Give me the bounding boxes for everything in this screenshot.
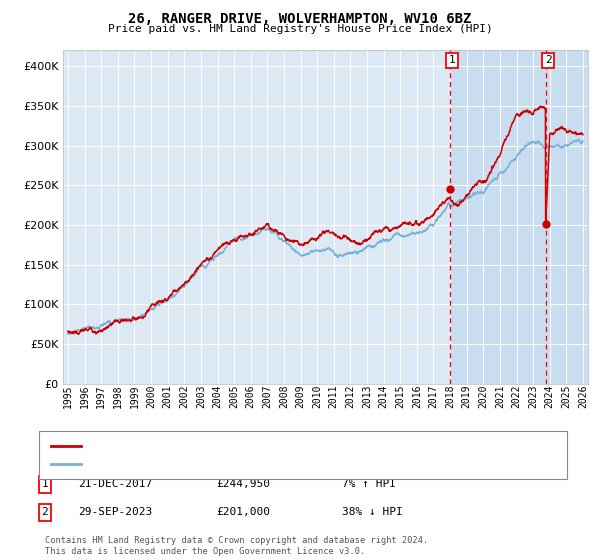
Text: 2: 2 bbox=[545, 55, 551, 66]
Text: 1: 1 bbox=[449, 55, 455, 66]
Text: HPI: Average price, detached house, Wolverhampton: HPI: Average price, detached house, Wolv… bbox=[87, 459, 375, 469]
Bar bbox=[449, 50, 592, 384]
Text: 38% ↓ HPI: 38% ↓ HPI bbox=[342, 507, 403, 517]
Text: 26, RANGER DRIVE, WOLVERHAMPTON, WV10 6BZ: 26, RANGER DRIVE, WOLVERHAMPTON, WV10 6B… bbox=[128, 12, 472, 26]
Text: £201,000: £201,000 bbox=[216, 507, 270, 517]
Text: 2: 2 bbox=[41, 507, 49, 517]
Text: 29-SEP-2023: 29-SEP-2023 bbox=[78, 507, 152, 517]
Text: Contains HM Land Registry data © Crown copyright and database right 2024.
This d: Contains HM Land Registry data © Crown c… bbox=[45, 536, 428, 556]
Text: 1: 1 bbox=[41, 479, 49, 489]
Text: 21-DEC-2017: 21-DEC-2017 bbox=[78, 479, 152, 489]
Text: 7% ↑ HPI: 7% ↑ HPI bbox=[342, 479, 396, 489]
Text: £244,950: £244,950 bbox=[216, 479, 270, 489]
Text: 26, RANGER DRIVE, WOLVERHAMPTON, WV10 6BZ (detached house): 26, RANGER DRIVE, WOLVERHAMPTON, WV10 6B… bbox=[87, 441, 428, 451]
Text: Price paid vs. HM Land Registry's House Price Index (HPI): Price paid vs. HM Land Registry's House … bbox=[107, 24, 493, 34]
